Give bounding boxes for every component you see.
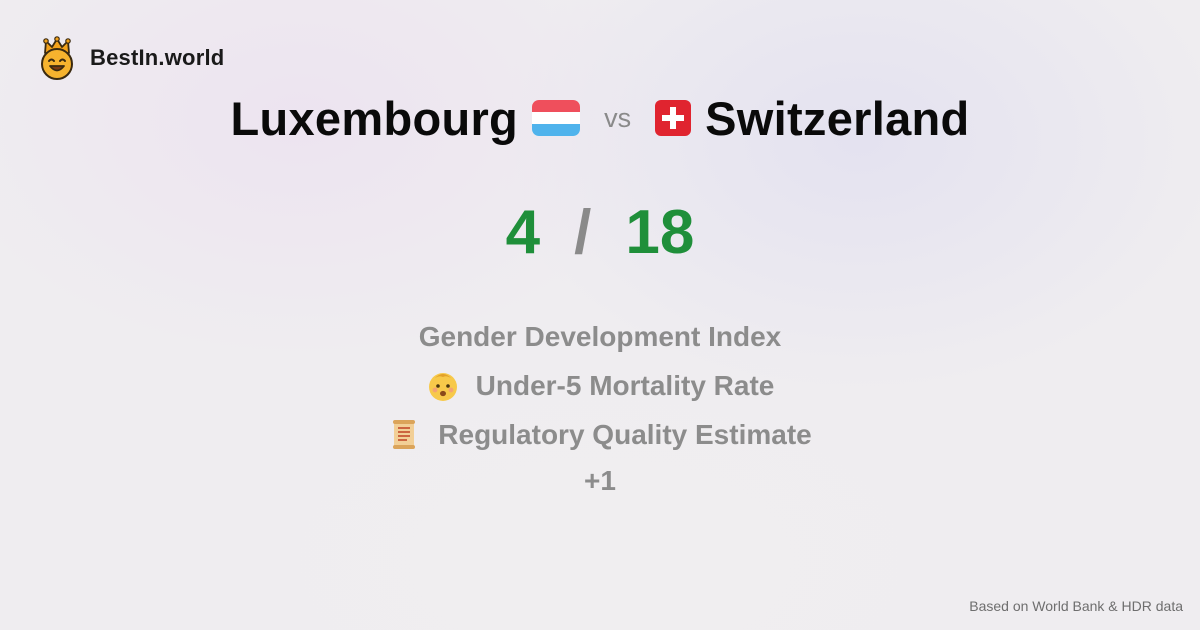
baby-face-icon — [428, 372, 457, 401]
score-left: 4 — [505, 197, 541, 267]
score: 4 / 18 — [0, 192, 1200, 272]
metric-label: Regulatory Quality Estimate — [438, 418, 812, 450]
right-country-name: Switzerland — [705, 91, 970, 145]
score-separator: / — [574, 197, 592, 267]
metric-item: Gender Development Index — [0, 312, 1200, 361]
score-right: 18 — [625, 197, 695, 267]
vs-label: vs — [604, 102, 632, 133]
metric-item: Regulatory Quality Estimate — [0, 410, 1200, 459]
scroll-icon — [393, 419, 416, 449]
metric-label: Under-5 Mortality Rate — [475, 369, 775, 401]
metric-item: Under-5 Mortality Rate — [0, 361, 1200, 410]
more-metrics-count: +1 — [584, 465, 616, 496]
switzerland-flag-icon — [655, 100, 692, 136]
left-country-name: Luxembourg — [230, 91, 519, 145]
comparison-title: Luxembourg vs Switzerland — [0, 88, 1200, 148]
brand[interactable]: BestIn.world — [38, 36, 224, 80]
metric-label: Gender Development Index — [418, 320, 782, 352]
brand-name: BestIn.world — [90, 45, 225, 70]
crowned-smiley-icon — [41, 36, 73, 80]
metrics-list: Gender Development Index Under-5 Mortali… — [0, 312, 1200, 503]
luxembourg-flag-icon — [532, 100, 581, 136]
data-source-note: Based on World Bank & HDR data — [969, 598, 1183, 614]
